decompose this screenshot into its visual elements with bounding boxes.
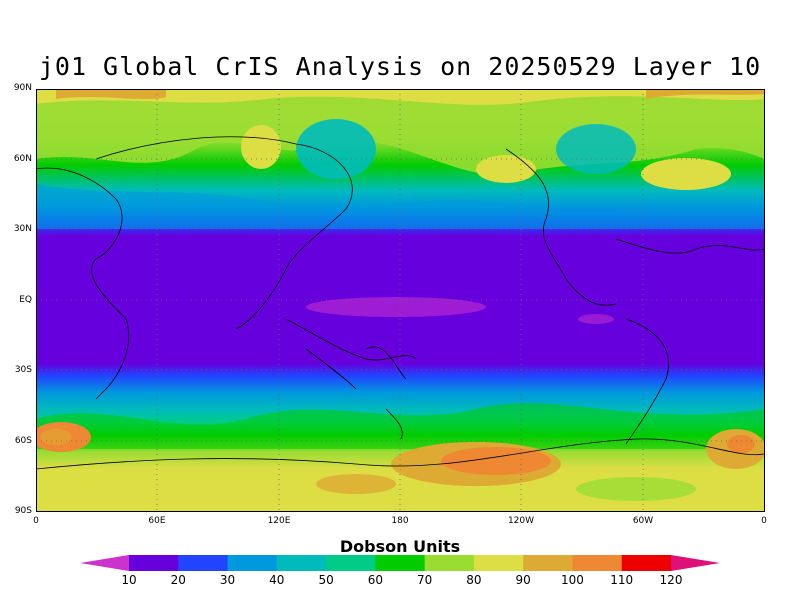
lon-label-120w: 120W xyxy=(507,516,535,526)
lat-label-60n: 60N xyxy=(13,154,32,164)
colorbar-segment xyxy=(80,555,129,571)
colorbar-segment xyxy=(424,555,475,571)
colorbar-tick-label: 70 xyxy=(416,573,433,587)
lat-label-eq: EQ xyxy=(19,295,32,305)
ozone-field-svg xyxy=(36,89,764,511)
colorbar-tick-label: 50 xyxy=(318,573,334,587)
lon-label-60e: 60E xyxy=(148,516,166,526)
colorbar-tick-label: 110 xyxy=(610,573,634,587)
lat-label-60s: 60S xyxy=(14,436,32,446)
colorbar-segment xyxy=(276,555,327,571)
lon-label-180: 180 xyxy=(391,516,409,526)
colorbar-tick-label: 10 xyxy=(121,573,137,587)
lat-label-30n: 30N xyxy=(13,224,32,234)
colorbar-segment xyxy=(326,555,376,571)
colorbar-tick-label: 60 xyxy=(367,573,383,587)
colorbar-segment xyxy=(178,555,229,571)
colorbar-segment xyxy=(572,555,623,571)
colorbar-segment xyxy=(621,555,672,571)
colorbar xyxy=(80,555,720,571)
colorbar-tick-label: 90 xyxy=(515,573,531,587)
lat-label-90s: 90S xyxy=(14,506,32,516)
colorbar-tick-label: 30 xyxy=(219,573,236,587)
colorbar-tick-label: 20 xyxy=(170,573,186,587)
lat-label-30s: 30S xyxy=(14,365,32,375)
colorbar-tick-label: 100 xyxy=(561,573,584,587)
ozone-map xyxy=(36,89,764,511)
colorbar-segment xyxy=(129,555,179,571)
colorbar-tick-label: 40 xyxy=(269,573,285,587)
colorbar-segment xyxy=(671,555,720,571)
colorbar-segment xyxy=(227,555,278,571)
lat-label-90n: 90N xyxy=(13,83,32,93)
colorbar-segment xyxy=(473,555,524,571)
colorbar-tick-label: 80 xyxy=(466,573,482,587)
lon-label-0-east: 0 xyxy=(761,516,767,526)
colorbar-tick-label: 120 xyxy=(659,573,683,587)
colorbar-title: Dobson Units xyxy=(339,537,461,556)
colorbar-segment xyxy=(523,555,573,571)
lon-label-0: 0 xyxy=(33,516,39,526)
colorbar-segment xyxy=(375,555,426,571)
lon-label-120e: 120E xyxy=(267,516,291,526)
map-title: j01 Global CrIS Analysis on 20250529 Lay… xyxy=(38,52,762,81)
lon-label-60w: 60W xyxy=(632,516,654,526)
